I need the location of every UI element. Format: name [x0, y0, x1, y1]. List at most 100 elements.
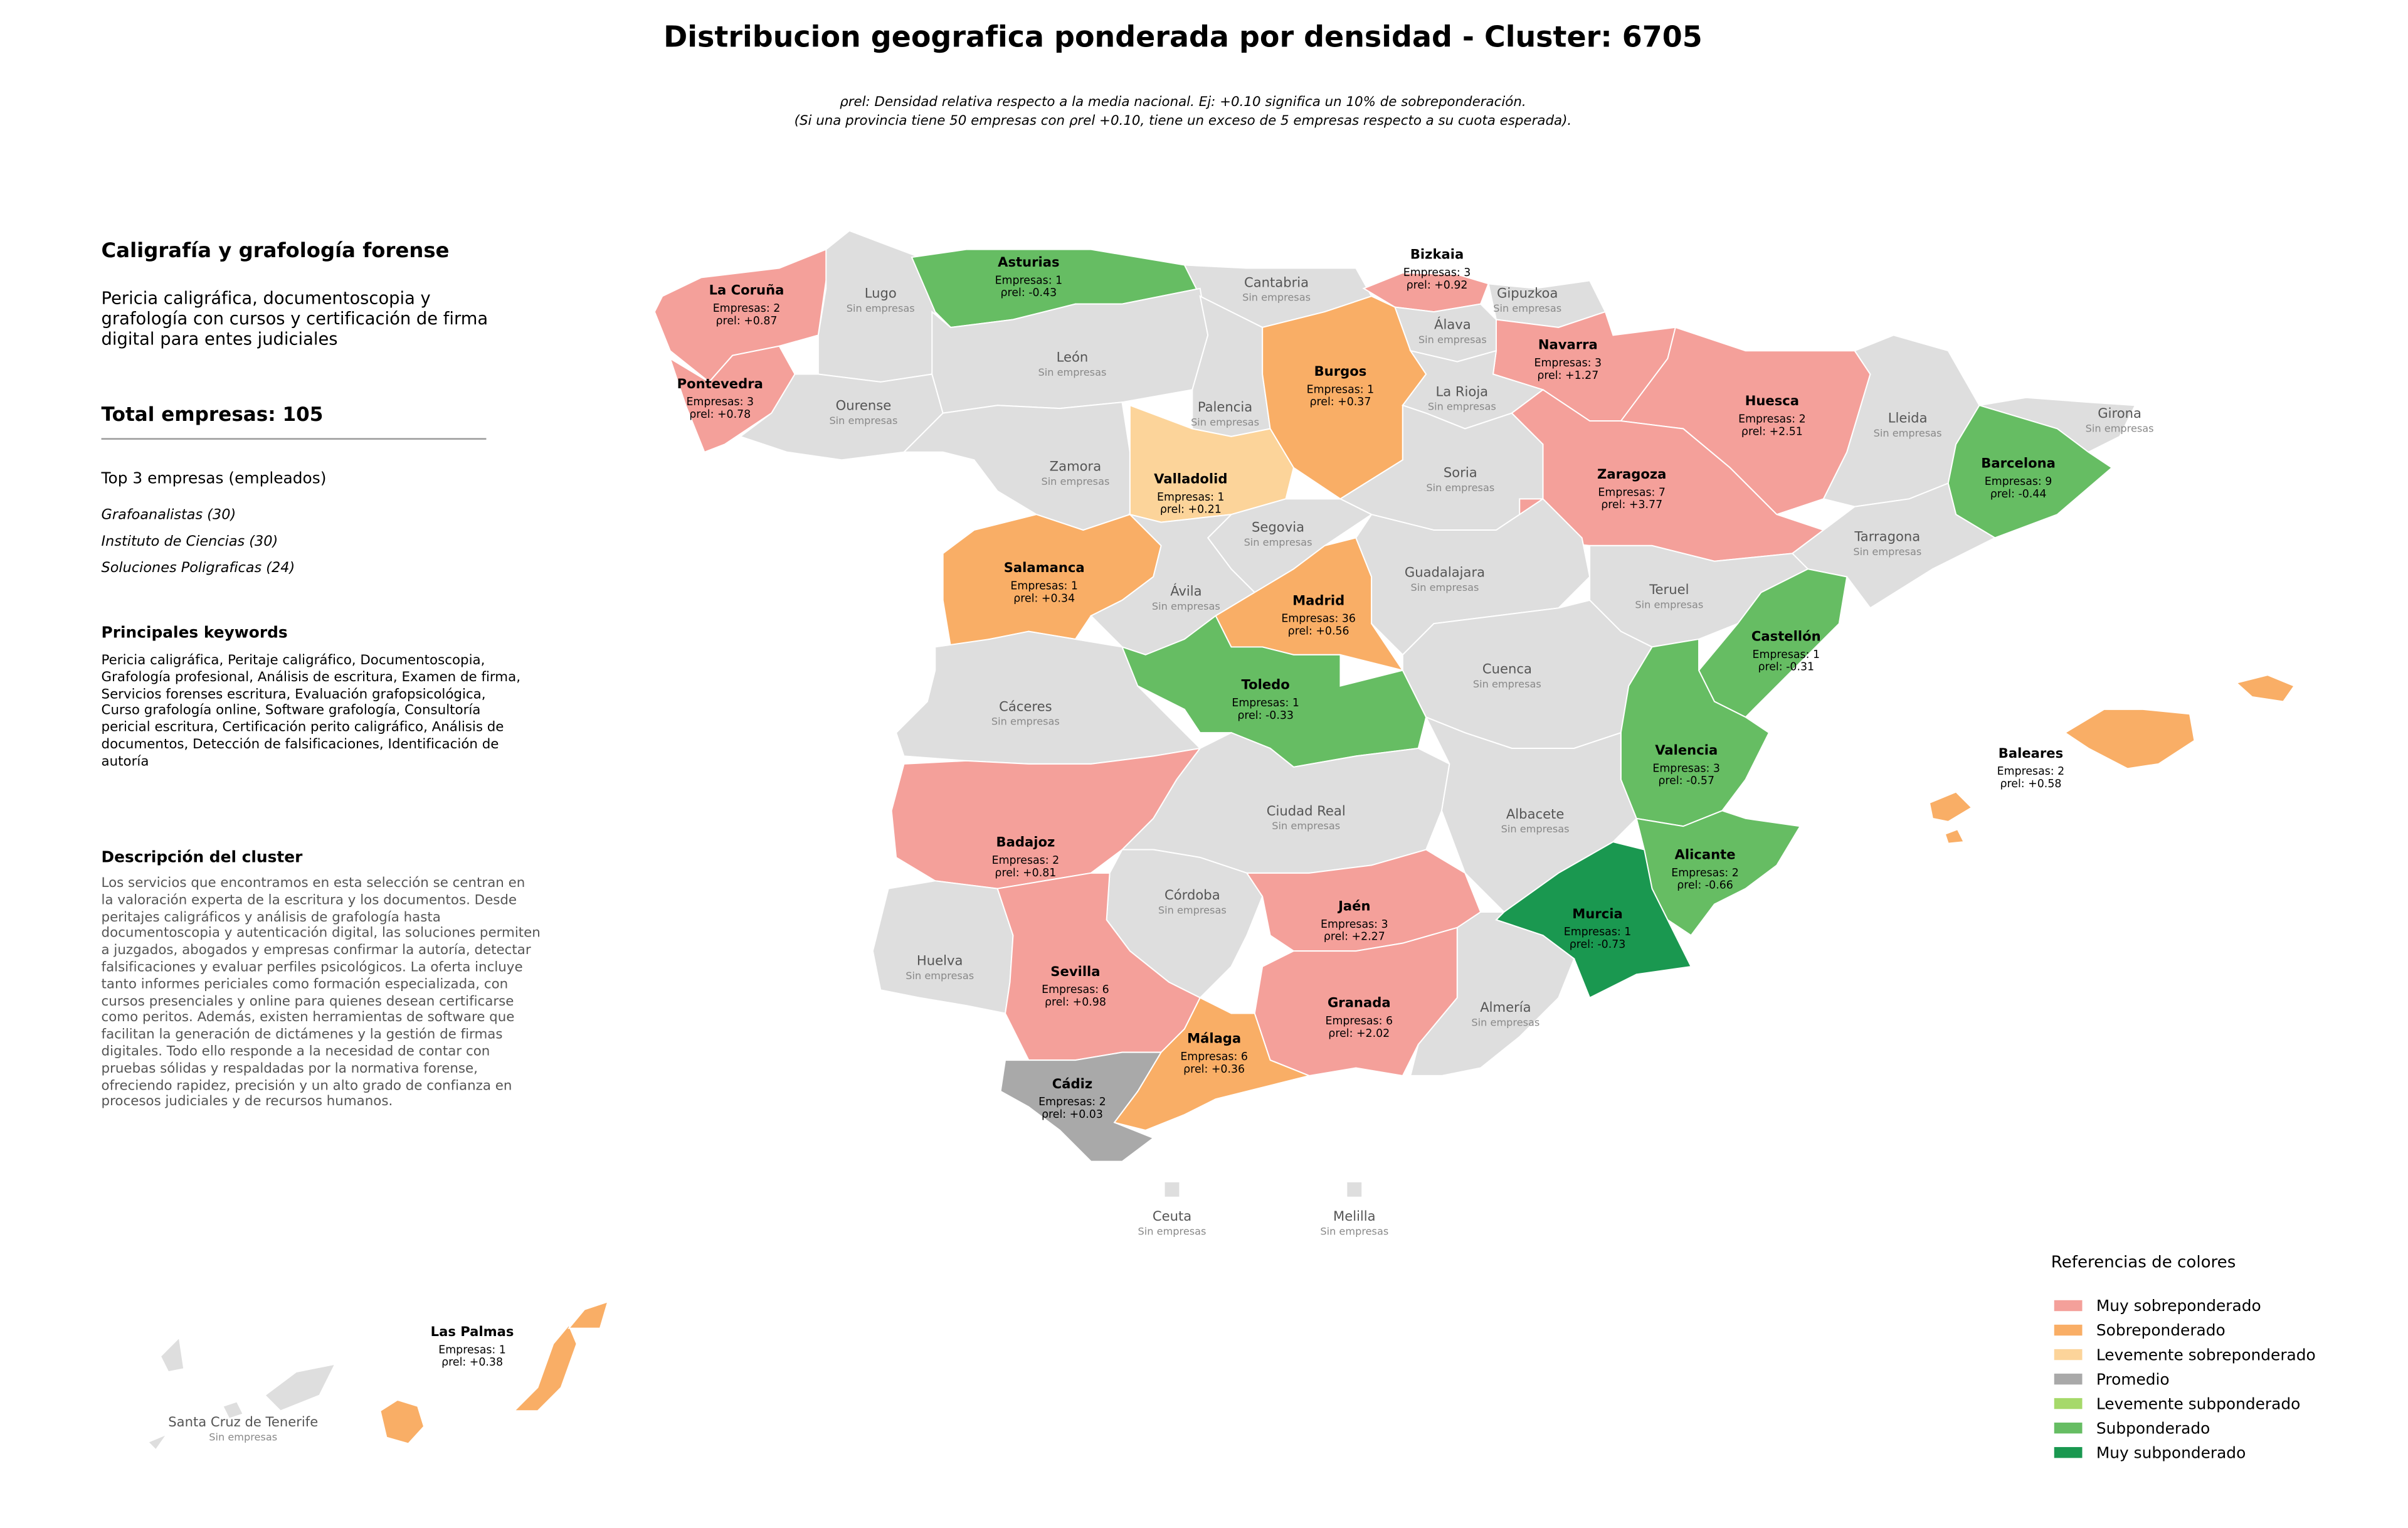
note: ρrel: Densidad relativa respecto a la me… [840, 94, 1526, 110]
description: Los servicios que encontramos en esta se… [101, 876, 541, 1111]
province-status: Sin empresas [1635, 598, 1703, 610]
province-name: Córdoba [1164, 887, 1220, 903]
province-rho: ρrel: +1.27 [1537, 369, 1598, 382]
province-rho: ρrel: -0.57 [1658, 775, 1714, 787]
province-name: Castellón [1751, 628, 1821, 644]
province-status: Sin empresas [2086, 422, 2154, 434]
province-status: Sin empresas [1874, 427, 1942, 439]
province-name: Granada [1328, 995, 1391, 1011]
province-status: Sin empresas [1428, 401, 1496, 413]
province [1410, 911, 1575, 1076]
province-rho: ρrel: +2.02 [1328, 1027, 1390, 1040]
province-status: Sin empresas [829, 415, 897, 427]
province-status: Sin empresas [1191, 416, 1259, 428]
province-count: Empresas: 3 [1403, 267, 1471, 279]
top-item: Grafoanalistas (30) [101, 508, 236, 524]
province-name: Palencia [1198, 399, 1252, 415]
province-rho: ρrel: -0.43 [1001, 287, 1057, 299]
province-status: Sin empresas [991, 716, 1060, 728]
province-name: Lugo [865, 285, 897, 301]
province-rho: ρrel: -0.66 [1677, 879, 1733, 892]
province-status: Sin empresas [1242, 292, 1311, 304]
province-shape [264, 1363, 337, 1412]
province-shape [1113, 997, 1311, 1131]
province-shape [568, 1300, 609, 1329]
legend-label: Muy subponderado [2096, 1443, 2246, 1462]
province-shape [147, 1433, 169, 1451]
description-title: Descripción del cluster [101, 849, 303, 867]
province-name: Lleida [1888, 410, 1928, 426]
legend: Referencias de colores Muy sobreponderado… [2051, 1253, 2316, 1462]
province-rho: ρrel: +0.34 [1013, 592, 1075, 605]
province-status: Sin empresas [1471, 1016, 1539, 1028]
province-name: Valladolid [1154, 470, 1227, 486]
province [872, 880, 1014, 1014]
province-shape [512, 1324, 578, 1412]
province-name: Toledo [1242, 677, 1290, 692]
province-name: Burgos [1314, 363, 1367, 379]
province-count: Empresas: 6 [1180, 1051, 1248, 1063]
province-shape [872, 880, 1014, 1014]
province-rho: ρrel: +0.36 [1183, 1063, 1245, 1076]
province-count: Empresas: 7 [1598, 486, 1666, 499]
legend-swatch [2054, 1398, 2083, 1409]
province-name: Asturias [998, 254, 1059, 270]
province-status: Sin empresas [1426, 482, 1494, 494]
province-name: Bizkaia [1410, 247, 1464, 262]
province [147, 1336, 337, 1451]
province-shape [1000, 1051, 1163, 1162]
province-rho: ρrel: +0.92 [1407, 279, 1468, 292]
province-name: Ceuta [1153, 1208, 1191, 1224]
legend-swatch [2054, 1324, 2083, 1336]
province-name: Almería [1480, 999, 1531, 1015]
province-name: Segovia [1252, 519, 1304, 535]
legend-swatch [2054, 1446, 2083, 1458]
top-title: Top 3 empresas (empleados) [101, 470, 327, 488]
province-shape [222, 1401, 245, 1419]
province-rho: ρrel: +0.56 [1288, 625, 1349, 638]
province-name: Huesca [1745, 393, 1799, 408]
province-name: Valencia [1655, 742, 1718, 758]
legend-swatch [2054, 1349, 2083, 1361]
province-name: Ávila [1170, 583, 1201, 598]
province-count: Empresas: 2 [1738, 413, 1806, 426]
note: (Si una provincia tiene 50 empresas con … [795, 113, 1572, 129]
province [1698, 568, 1848, 718]
province-shape [1928, 791, 1973, 822]
province-shape [1944, 828, 1965, 844]
province-shape [2235, 674, 2296, 703]
province-name: Baleares [1999, 745, 2063, 761]
province-shape [2064, 708, 2195, 770]
province-name: Alicante [1675, 846, 1736, 862]
province-rho: ρrel: +2.51 [1741, 425, 1803, 438]
province-name: Las Palmas [431, 1324, 514, 1339]
province-name: Madrid [1292, 592, 1344, 608]
province-count: Empresas: 9 [1985, 475, 2052, 488]
province-name: Badajoz [996, 834, 1055, 850]
province-name: Jaén [1337, 898, 1370, 913]
panel-subtitle: Pericia caligráfica, documentoscopia y g… [101, 288, 488, 349]
province-name: Girona [2098, 405, 2141, 421]
province-name: Zamora [1050, 459, 1102, 474]
province-shape [379, 1399, 425, 1445]
province [1928, 674, 2296, 844]
legend-label: Sobreponderado [2096, 1321, 2226, 1339]
province-name: Cantabria [1244, 274, 1309, 290]
province-rho: ρrel: +0.58 [2000, 778, 2062, 790]
province-shape [1698, 568, 1848, 718]
province-status: Sin empresas [847, 302, 915, 314]
province-rho: ρrel: +2.27 [1324, 931, 1385, 943]
province-name: Cuenca [1482, 661, 1532, 677]
province-status: Sin empresas [1272, 820, 1340, 832]
panel-title: Caligrafía y grafología forense [101, 240, 450, 264]
province-rho: ρrel: -0.33 [1237, 709, 1294, 722]
province-name: La Coruña [709, 282, 784, 298]
province-status: Sin empresas [1041, 475, 1109, 487]
province-count: Empresas: 2 [992, 854, 1060, 867]
province-rho: ρrel: +0.21 [1160, 504, 1222, 516]
province-rho: ρrel: +0.81 [995, 867, 1056, 879]
province-name: Santa Cruz de Tenerife [168, 1414, 318, 1430]
